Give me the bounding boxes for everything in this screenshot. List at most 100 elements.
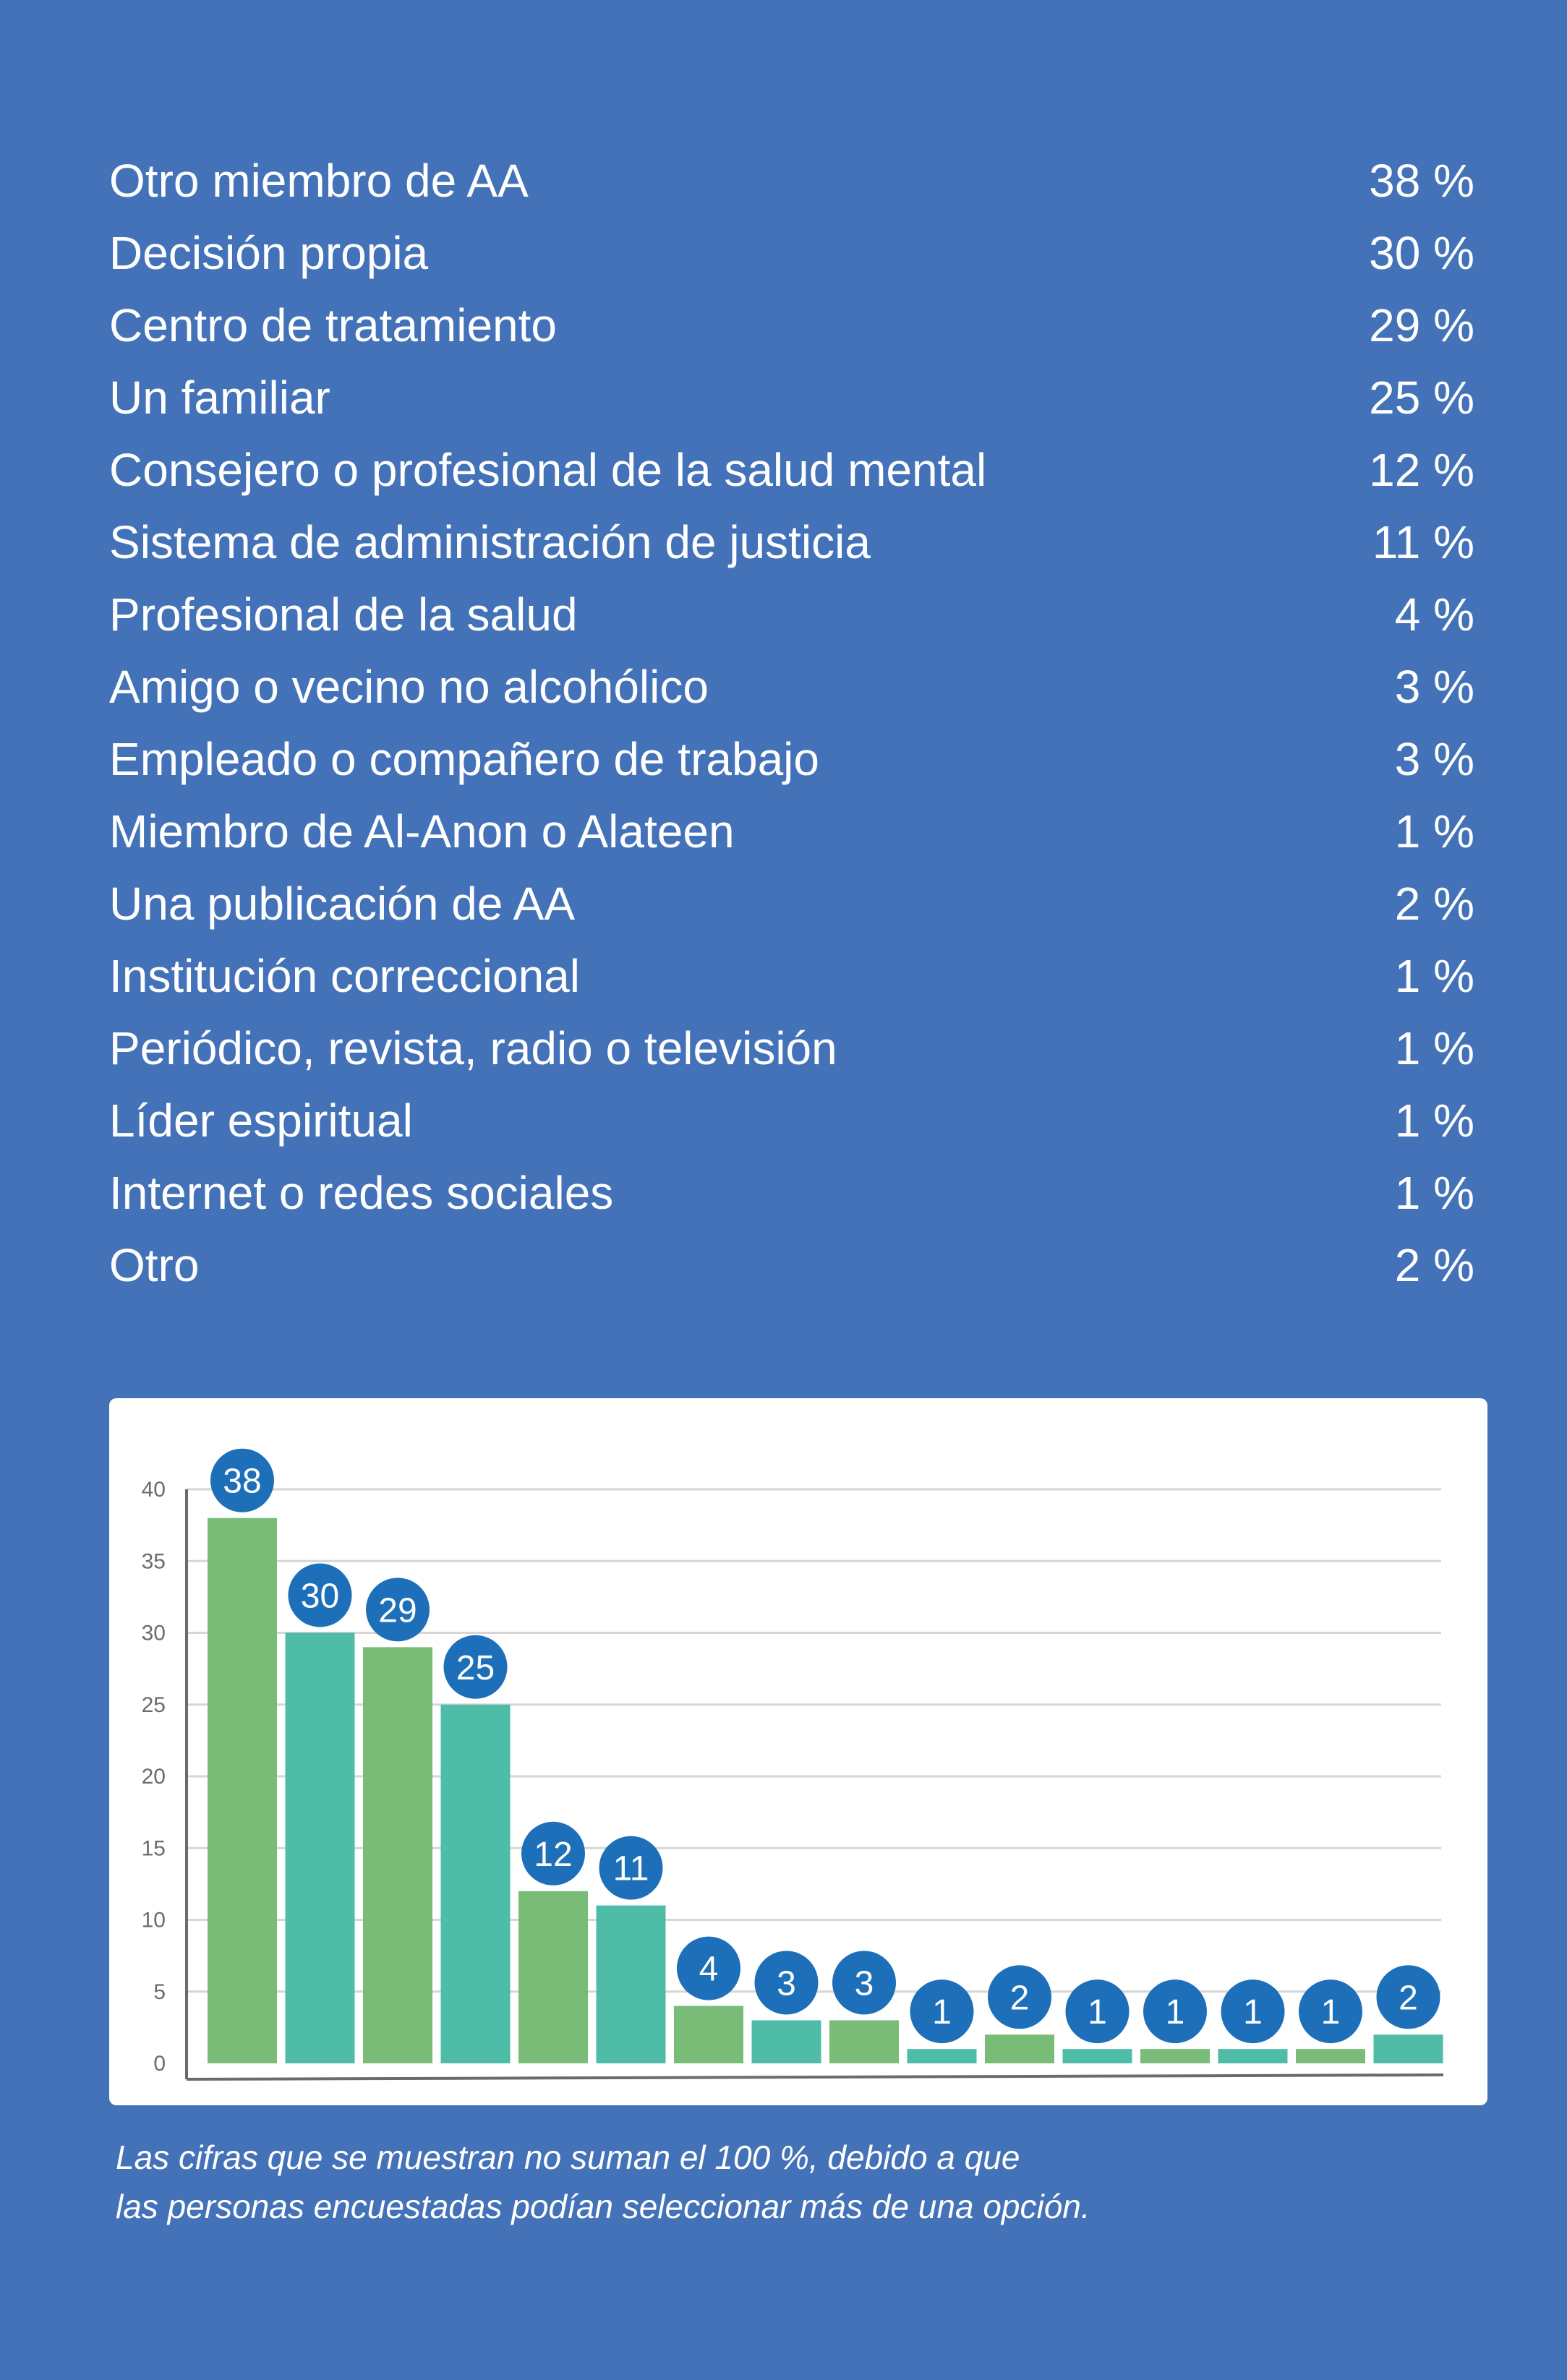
category-label: Miembro de Al-Anon o Alateen <box>109 805 735 857</box>
value-bubble <box>443 1635 508 1699</box>
list-item: Periódico, revista, radio o televisión 1 … <box>109 1012 1474 1084</box>
category-percent: 11 % <box>1372 516 1474 568</box>
category-percent: 3 % <box>1394 733 1474 785</box>
category-label: Un familiar <box>109 372 330 424</box>
data-label: 3 <box>777 1964 796 2003</box>
value-bubble <box>832 1951 896 2015</box>
value-bubble <box>677 1936 740 2000</box>
list-item: Amigo o vecino no alcohólico 3 % <box>109 651 1474 723</box>
value-bubble <box>1299 1979 1362 2044</box>
data-label: 1 <box>1243 1993 1263 2032</box>
bar <box>1218 2049 1288 2063</box>
list-item: Institución correccional 1 % <box>109 940 1474 1012</box>
value-bubble <box>366 1578 430 1642</box>
bar <box>596 1905 666 2063</box>
bar <box>285 1632 355 2063</box>
y-tick-label: 15 <box>142 1836 166 1860</box>
category-label: Una publicación de AA <box>109 878 575 930</box>
data-label: 25 <box>456 1649 495 1687</box>
category-percent: 38 % <box>1369 155 1474 207</box>
list-item: Un familiar 25 % <box>109 361 1474 434</box>
y-tick-label: 35 <box>142 1549 166 1573</box>
data-label: 2 <box>1399 1979 1418 2017</box>
value-bubble <box>599 1836 663 1900</box>
value-bubble <box>988 1965 1051 2029</box>
category-percent: 1 % <box>1394 805 1474 857</box>
category-percent: 1 % <box>1394 1022 1474 1074</box>
category-percent: 2 % <box>1394 1239 1474 1291</box>
list-item: Empleado o compañero de trabajo 3 % <box>109 723 1474 795</box>
category-percent: 2 % <box>1394 878 1474 930</box>
list-item: Centro de tratamiento 29 % <box>109 289 1474 361</box>
bar <box>985 2034 1054 2063</box>
data-label: 1 <box>1088 1993 1107 2032</box>
category-percent: 29 % <box>1369 299 1474 351</box>
bar <box>1296 2049 1365 2063</box>
category-label: Amigo o vecino no alcohólico <box>109 661 709 713</box>
list-item: Sistema de administración de justicia 11 … <box>109 506 1474 578</box>
data-label: 4 <box>699 1951 719 1989</box>
list-item: Una publicación de AA 2 % <box>109 868 1474 940</box>
category-percent: 1 % <box>1394 950 1474 1002</box>
data-label: 2 <box>1010 1979 1030 2017</box>
data-label: 11 <box>613 1850 649 1888</box>
list-item: Líder espiritual 1 % <box>109 1084 1474 1157</box>
bar <box>1140 2049 1210 2063</box>
category-percent: 1 % <box>1394 1095 1474 1147</box>
category-percent: 25 % <box>1369 372 1474 424</box>
data-label: 38 <box>223 1463 261 1501</box>
category-percent: 1 % <box>1394 1167 1474 1219</box>
list-item: Profesional de la salud 4 % <box>109 578 1474 651</box>
list-item: Consejero o profesional de la salud ment… <box>109 434 1474 506</box>
bar <box>208 1518 277 2063</box>
data-label: 29 <box>378 1591 417 1630</box>
bar <box>363 1647 432 2063</box>
value-bubble <box>288 1563 352 1627</box>
value-bubble <box>1376 1965 1440 2029</box>
y-tick-label: 0 <box>153 2052 166 2076</box>
data-label: 3 <box>855 1964 874 2003</box>
category-label: Centro de tratamiento <box>109 299 557 351</box>
value-bubble <box>1221 1979 1285 2044</box>
value-bubble <box>210 1448 274 1512</box>
footnote-line-2: las personas encuestadas podían seleccio… <box>116 2188 1090 2225</box>
bar <box>1062 2049 1132 2063</box>
y-tick-label: 20 <box>142 1765 166 1789</box>
category-label: Internet o redes sociales <box>109 1167 614 1219</box>
category-label: Otro <box>109 1239 200 1291</box>
list-item: Internet o redes sociales 1 % <box>109 1157 1474 1229</box>
bar <box>829 2020 899 2063</box>
bar <box>751 2020 821 2063</box>
bar <box>674 2006 743 2063</box>
category-label: Institución correccional <box>109 950 580 1002</box>
list-item: Decisión propia 30 % <box>109 217 1474 289</box>
value-bubble <box>1143 1979 1207 2044</box>
value-bubble <box>754 1951 819 2015</box>
bar <box>518 1891 588 2063</box>
data-label: 1 <box>1166 1993 1185 2032</box>
category-label: Sistema de administración de justicia <box>109 516 871 568</box>
y-tick-label: 10 <box>142 1909 166 1932</box>
category-label: Líder espiritual <box>109 1095 413 1147</box>
bar <box>440 1704 511 2063</box>
footnote-line-1: Las cifras que se muestran no suman el 1… <box>116 2139 1020 2176</box>
y-tick-label: 5 <box>153 1980 166 2004</box>
bar <box>907 2049 977 2063</box>
data-label: 1 <box>1321 1993 1341 2032</box>
category-percent: 4 % <box>1394 588 1474 641</box>
footnote: Las cifras que se muestran no suman el 1… <box>116 2133 1090 2231</box>
value-bubble <box>910 1979 974 2044</box>
category-label: Consejero o profesional de la salud ment… <box>109 444 987 496</box>
category-percent: 3 % <box>1394 661 1474 713</box>
data-label: 30 <box>301 1578 339 1616</box>
category-list: Otro miembro de AA 38 % Decisión propia 30 … <box>109 145 1474 1301</box>
data-label: 1 <box>932 1993 952 2032</box>
list-item: Miembro de Al-Anon o Alateen 1 % <box>109 795 1474 868</box>
category-percent: 12 % <box>1369 444 1474 496</box>
y-tick-label: 40 <box>142 1478 166 1502</box>
value-bubble <box>521 1821 585 1885</box>
chart-panel: 0 5 10 15 20 25 30 35 40 38 30 29 25 12 11 4 3 3 1 2 1 1 1 1 2 <box>109 1398 1487 2105</box>
y-tick-label: 25 <box>142 1693 166 1717</box>
y-tick-label: 30 <box>142 1622 166 1645</box>
